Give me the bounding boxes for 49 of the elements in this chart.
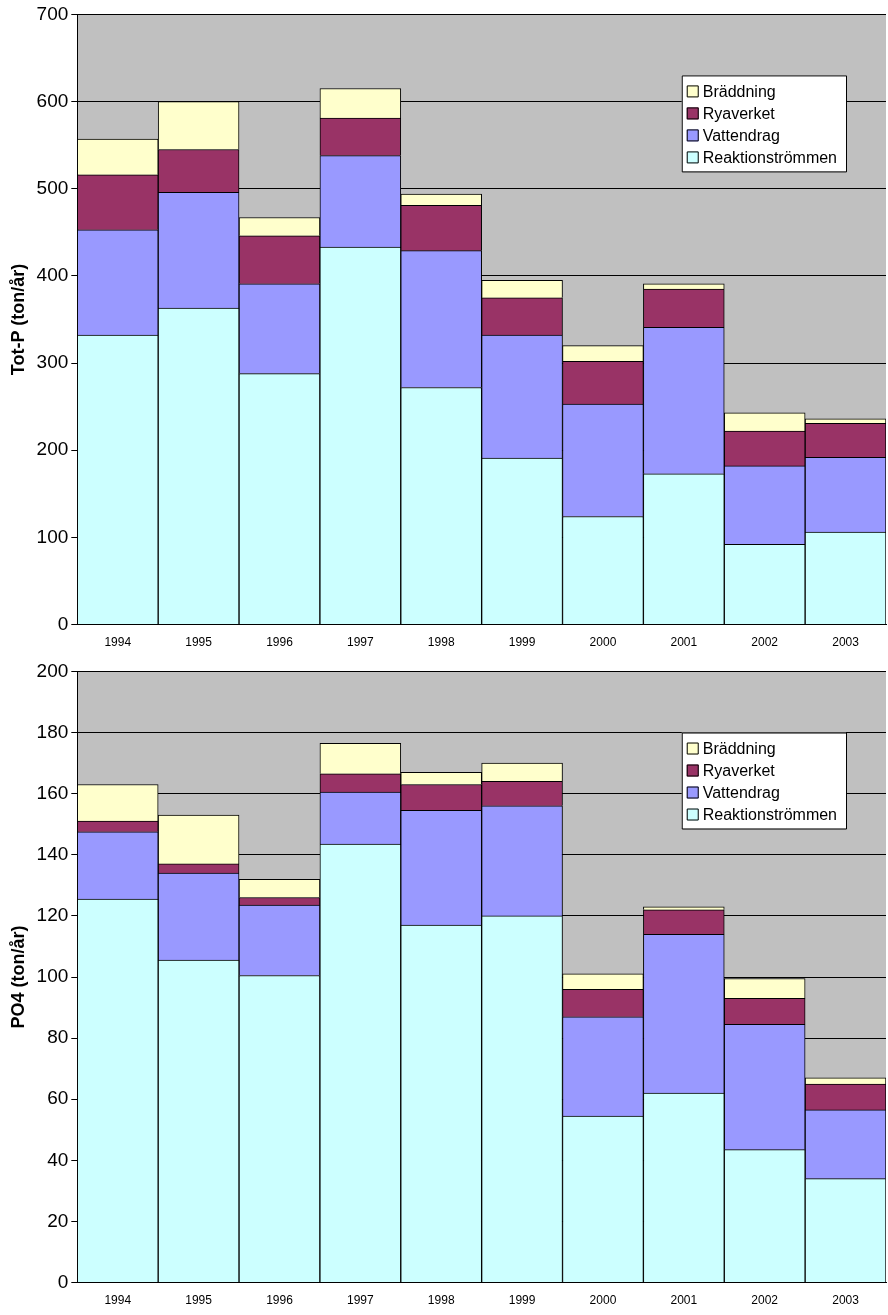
y-tick-label: 200 (36, 659, 69, 681)
y-tick-label: 180 (36, 720, 69, 742)
y-axis-title: Tot-P (ton/år) (7, 263, 28, 376)
x-tick-label: 1998 (427, 1293, 455, 1308)
legend-label: Vattendrag (702, 126, 780, 144)
y-tick-label: 60 (47, 1087, 69, 1109)
x-tick-label: 1995 (185, 635, 213, 650)
y-tick-label: 100 (36, 525, 69, 547)
legend-label: Reaktionströmmen (702, 148, 838, 166)
x-tick-label: 1996 (266, 635, 294, 650)
legend-label: Bräddning (702, 82, 776, 100)
y-tick-label: 80 (47, 1026, 69, 1048)
y-tick-label: 600 (36, 89, 69, 111)
legend-label: Bräddning (702, 739, 776, 757)
legend-label: Vattendrag (702, 783, 780, 801)
x-tick-label: 2002 (751, 635, 779, 650)
x-tick-label: 2002 (751, 1293, 779, 1308)
y-tick-label: 400 (36, 264, 69, 286)
x-tick-label: 2000 (589, 635, 617, 650)
legend-label: Reaktionströmmen (702, 805, 838, 823)
y-tick-label: 700 (36, 2, 69, 24)
y-tick-label: 300 (36, 351, 69, 373)
y-tick-label: 40 (47, 1148, 69, 1170)
y-tick-label: 120 (36, 904, 69, 926)
y-axis-title: PO4 (ton/år) (7, 925, 28, 1029)
legend-label: Ryaverket (702, 761, 776, 779)
x-tick-label: 2000 (589, 1293, 617, 1308)
y-tick-label: 100 (36, 965, 69, 987)
y-tick-label: 160 (36, 781, 69, 803)
x-tick-label: 1997 (346, 1293, 375, 1308)
x-tick-label: 1997 (346, 635, 375, 650)
y-tick-label: 200 (36, 438, 69, 460)
x-tick-label: 2001 (670, 1293, 698, 1308)
x-tick-label: 1994 (104, 1293, 132, 1308)
x-tick-label: 1995 (185, 1293, 213, 1308)
x-tick-label: 2001 (670, 635, 698, 650)
y-tick-label: 500 (36, 176, 69, 198)
x-tick-label: 1996 (266, 1293, 294, 1308)
x-tick-label: 1994 (104, 635, 132, 650)
x-tick-label: 2003 (832, 635, 860, 650)
y-tick-label: 0 (57, 1270, 69, 1292)
x-tick-label: 2003 (832, 1293, 860, 1308)
x-tick-label: 1999 (508, 635, 536, 650)
legend-label: Ryaverket (702, 104, 776, 122)
y-tick-label: 140 (36, 842, 69, 864)
x-tick-label: 1998 (427, 635, 455, 650)
x-tick-label: 1999 (508, 1293, 536, 1308)
y-tick-label: 0 (57, 612, 69, 634)
y-tick-label: 20 (47, 1209, 69, 1231)
